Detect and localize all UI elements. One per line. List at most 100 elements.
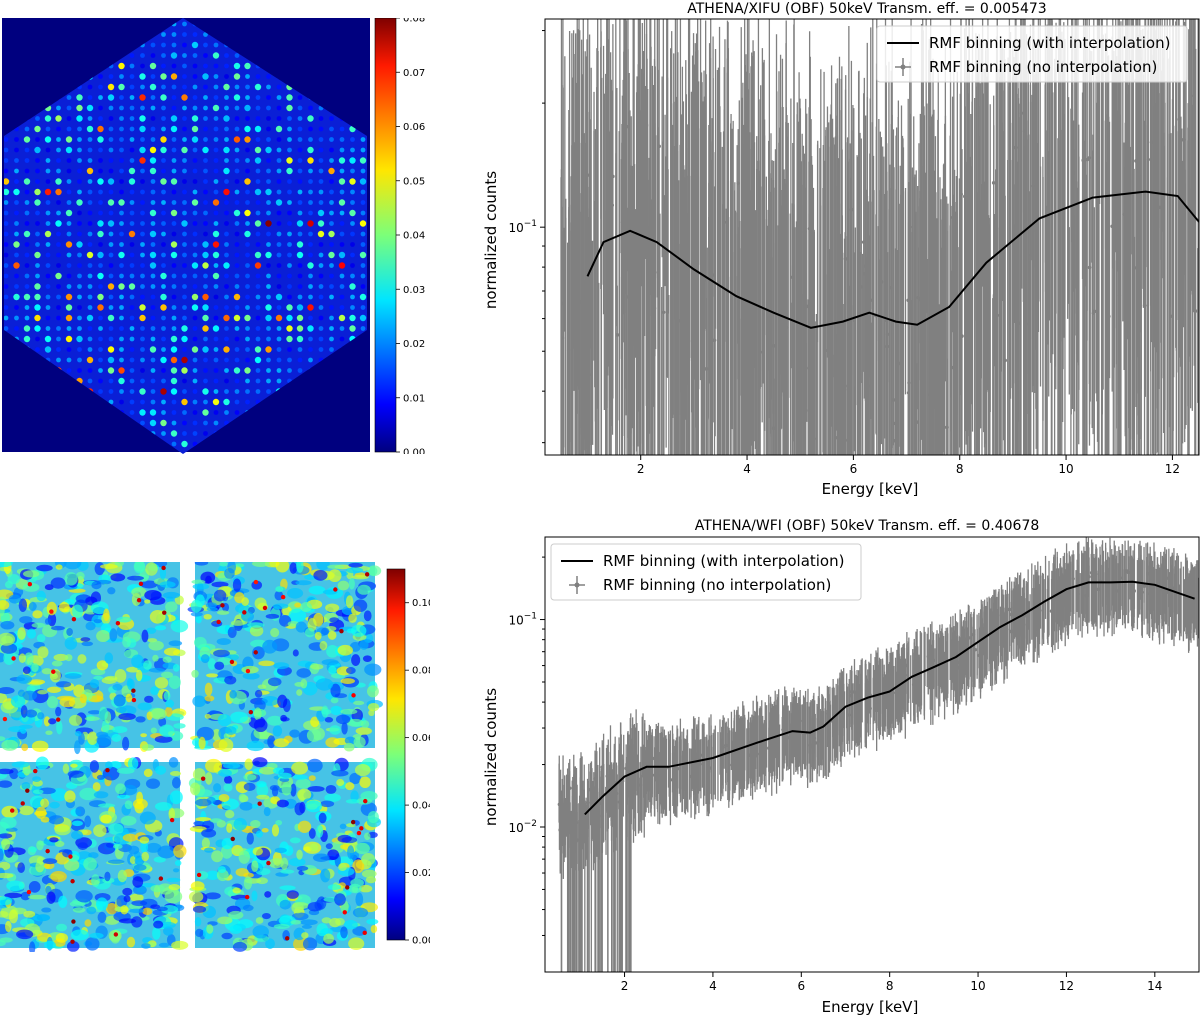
pixel-dot bbox=[45, 168, 51, 174]
pixel-dot bbox=[35, 231, 40, 237]
quadrant-blob bbox=[347, 845, 355, 860]
wfi-colorbar bbox=[386, 568, 406, 941]
pixel-dot bbox=[129, 273, 135, 279]
pixel-dot bbox=[171, 95, 177, 100]
quadrant-blob bbox=[105, 902, 118, 915]
pixel-dot bbox=[150, 53, 156, 58]
quadrant-blob bbox=[163, 926, 174, 936]
pixel-dot bbox=[77, 357, 82, 363]
pixel-dot bbox=[255, 294, 261, 300]
pixel-dot bbox=[255, 305, 261, 310]
pixel-dot bbox=[66, 326, 72, 331]
quadrant-blob bbox=[244, 758, 253, 770]
quadrant-blob bbox=[77, 654, 87, 664]
quadrant-blob bbox=[261, 827, 269, 833]
pixel-dot bbox=[160, 304, 167, 311]
x-tick-label: 6 bbox=[850, 462, 858, 476]
pixel-dot bbox=[329, 189, 334, 195]
pixel-dot bbox=[161, 168, 166, 174]
quadrant-blob bbox=[109, 628, 118, 642]
quadrant-blob bbox=[351, 624, 367, 637]
quadrant-hotspot bbox=[356, 830, 362, 836]
pixel-dot bbox=[245, 263, 250, 268]
pixel-dot bbox=[192, 399, 198, 405]
pixel-dot bbox=[97, 125, 104, 133]
pixel-dot bbox=[160, 73, 167, 80]
pixel-dot bbox=[297, 126, 303, 132]
pixel-dot bbox=[224, 378, 229, 384]
pixel-dot bbox=[254, 220, 262, 227]
pixel-dot bbox=[296, 325, 304, 332]
pixel-dot bbox=[318, 336, 324, 342]
pixel-dot bbox=[224, 252, 229, 258]
quadrant-blob bbox=[326, 644, 339, 658]
quadrant-hotspot bbox=[220, 603, 225, 608]
quadrant-blob bbox=[152, 654, 159, 662]
pixel-dot bbox=[181, 220, 188, 227]
pixel-dot bbox=[35, 221, 40, 226]
pixel-dot bbox=[254, 146, 262, 154]
quadrant-blob bbox=[42, 858, 58, 865]
pixel-dot bbox=[329, 242, 334, 247]
pixel-dot bbox=[140, 326, 145, 331]
pixel-dot bbox=[140, 168, 145, 174]
pixel-dot bbox=[119, 389, 124, 394]
wfi-title: ATHENA/WFI (OBF) 50keV Transm. eff. = 0.… bbox=[695, 518, 1040, 534]
pixel-dot bbox=[308, 137, 313, 142]
pixel-dot bbox=[297, 263, 303, 268]
pixel-dot bbox=[56, 263, 61, 268]
pixel-dot bbox=[4, 263, 9, 268]
pixel-dot bbox=[129, 326, 135, 331]
pixel-dot bbox=[360, 231, 366, 237]
pixel-dot bbox=[203, 378, 208, 384]
data-point bbox=[866, 384, 871, 388]
pixel-dot bbox=[77, 284, 82, 289]
quadrant-blob bbox=[87, 710, 102, 715]
quadrant-blob bbox=[144, 599, 151, 604]
pixel-dot bbox=[338, 262, 346, 269]
pixel-dot bbox=[150, 42, 156, 48]
data-layer bbox=[560, 19, 1199, 455]
pixel-dot bbox=[182, 21, 187, 27]
pixel-dot bbox=[203, 126, 208, 132]
quadrant-blob bbox=[265, 613, 280, 619]
quadrant-blob bbox=[150, 727, 157, 734]
quadrant-blob bbox=[69, 900, 86, 907]
quadrant-blob bbox=[75, 890, 93, 903]
quadrant-blob bbox=[204, 695, 215, 702]
pixel-dot bbox=[34, 251, 41, 259]
pixel-dot bbox=[97, 178, 104, 185]
quadrant-hotspot bbox=[68, 854, 73, 859]
quadrant-blob bbox=[319, 640, 328, 651]
quadrant-blob bbox=[107, 859, 125, 864]
pixel-dot bbox=[192, 53, 198, 58]
pixel-dot bbox=[24, 242, 30, 247]
quadrant-blob bbox=[280, 714, 288, 722]
quadrant-blob bbox=[16, 929, 34, 940]
pixel-dot bbox=[171, 158, 177, 163]
quadrant-blob bbox=[364, 663, 382, 676]
quadrant-blob bbox=[221, 932, 233, 940]
pixel-dot bbox=[266, 378, 271, 384]
quadrant-blob bbox=[269, 784, 280, 791]
pixel-dot bbox=[245, 336, 250, 342]
pixel-dot bbox=[149, 230, 157, 238]
quadrant-blob bbox=[132, 876, 144, 888]
quadrant-blob bbox=[84, 919, 92, 927]
pixel-dot bbox=[203, 42, 208, 48]
pixel-dot bbox=[244, 125, 251, 133]
quadrant-blob bbox=[232, 887, 242, 894]
pixel-dot bbox=[286, 104, 293, 112]
pixel-dot bbox=[108, 263, 114, 268]
pixel-dot bbox=[98, 105, 103, 111]
pixel-dot bbox=[287, 200, 292, 205]
pixel-dot bbox=[77, 368, 82, 373]
quadrant-blob bbox=[359, 639, 369, 650]
pixel-dot bbox=[108, 305, 114, 310]
data-point bbox=[1117, 293, 1122, 298]
colorbar-tick-label: 0.06 bbox=[403, 122, 425, 133]
pixel-dot bbox=[55, 115, 62, 122]
quadrant-blob bbox=[192, 695, 206, 708]
pixel-dot bbox=[119, 263, 124, 268]
quadrant-blob bbox=[359, 776, 371, 789]
